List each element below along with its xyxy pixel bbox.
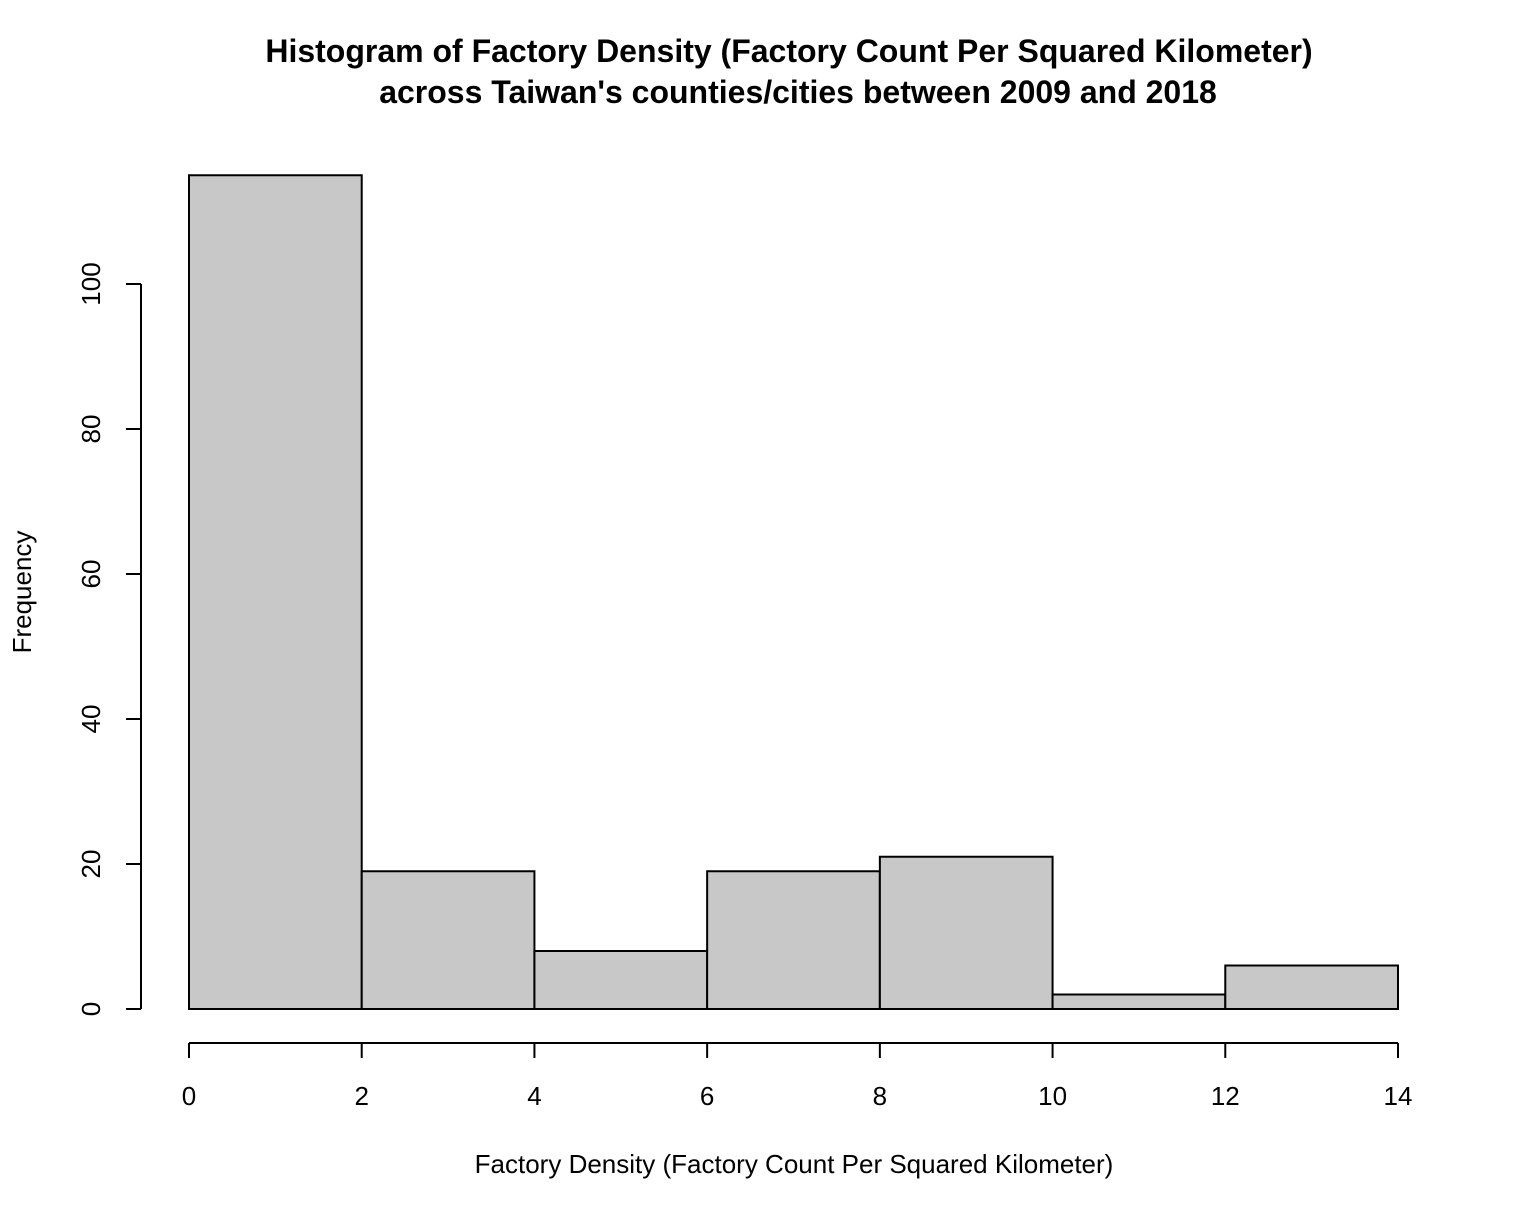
histogram-bar-2-4 <box>360 870 536 1010</box>
x-tick-label-4: 4 <box>527 1081 541 1111</box>
x-tick-label-14: 14 <box>1384 1081 1413 1111</box>
y-tick-label-100: 100 <box>76 262 106 305</box>
y-tick-label-20: 20 <box>76 850 106 879</box>
x-tick-label-8: 8 <box>873 1081 887 1111</box>
x-axis: 0 2 4 6 8 10 12 14 <box>182 1042 1413 1111</box>
x-tick-label-6: 6 <box>700 1081 714 1111</box>
y-tick-label-60: 60 <box>76 560 106 589</box>
histogram-bar-6-8 <box>706 870 881 1010</box>
y-tick-label-80: 80 <box>76 415 106 444</box>
histogram-bar-10-12 <box>1051 993 1227 1010</box>
histogram-bar-12-14 <box>1224 964 1400 1010</box>
chart-title-line-2: across Taiwan's counties/cities between … <box>379 74 1217 110</box>
histogram-bar-4-6 <box>533 950 709 1010</box>
x-tick-label-12: 12 <box>1211 1081 1240 1111</box>
y-axis-label: Frequency <box>7 531 37 654</box>
histogram-bar-8-10 <box>878 855 1054 1010</box>
x-tick-label-0: 0 <box>182 1081 196 1111</box>
x-tick-label-2: 2 <box>354 1081 368 1111</box>
chart-title-line-1: Histogram of Factory Density (Factory Co… <box>265 33 1312 69</box>
histogram-bar-0-2 <box>188 174 363 1010</box>
x-axis-label: Factory Density (Factory Count Per Squar… <box>475 1149 1114 1179</box>
y-tick-label-40: 40 <box>76 705 106 734</box>
y-axis: 0 20 40 60 80 100 <box>76 262 142 1016</box>
x-tick-label-10: 10 <box>1038 1081 1067 1111</box>
histogram-bars <box>188 174 1400 1010</box>
y-tick-label-0: 0 <box>76 1002 106 1016</box>
